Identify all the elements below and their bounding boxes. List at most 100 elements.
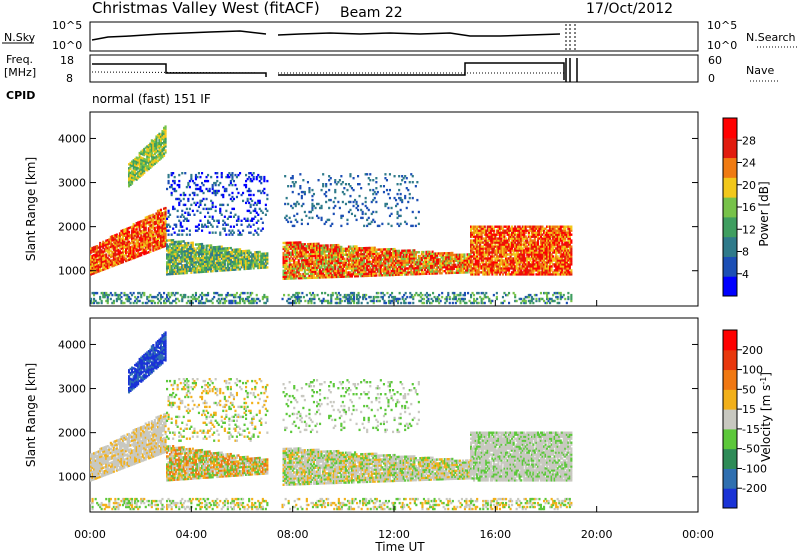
heatmap-cell (216, 255, 219, 259)
heatmap-cell (120, 241, 123, 245)
heatmap-cell (141, 159, 144, 162)
heatmap-cell (172, 227, 175, 230)
heatmap-cell (229, 246, 232, 250)
heatmap-cell (216, 172, 219, 175)
heatmap-cell (210, 260, 213, 263)
heatmap-cell (105, 253, 108, 256)
heatmap-cell (204, 262, 207, 265)
heatmap-cell (134, 244, 137, 247)
heatmap-cell (197, 259, 201, 262)
heatmap-cell (106, 260, 109, 264)
heatmap-cell (188, 251, 191, 255)
heatmap-cell (340, 224, 343, 228)
heatmap-cell (156, 219, 160, 223)
heatmap-cell (159, 153, 163, 156)
heatmap-cell (202, 207, 205, 211)
heatmap-cell (360, 187, 363, 190)
heatmap-cell (131, 251, 134, 254)
heatmap-cell (199, 256, 202, 260)
heatmap-cell (246, 251, 249, 255)
heatmap-cell (143, 234, 146, 238)
heatmap-cell (100, 261, 103, 264)
heatmap-cell (134, 232, 137, 235)
heatmap-cell (182, 260, 185, 263)
heatmap-cell (126, 241, 129, 244)
heatmap-cell (129, 234, 132, 237)
heatmap-cell (109, 263, 112, 266)
heatmap-cell (164, 244, 167, 247)
heatmap-cell (187, 257, 190, 261)
heatmap-cell (102, 256, 105, 259)
heatmap-cell (150, 226, 153, 229)
heatmap-cell (176, 183, 179, 187)
heatmap-cell (216, 245, 219, 249)
heatmap-cell (153, 162, 156, 165)
heatmap-cell (102, 252, 105, 255)
heatmap-cell (185, 248, 188, 251)
heatmap-cell (187, 243, 190, 247)
heatmap-cell (135, 235, 138, 239)
heatmap-cell (93, 248, 96, 251)
heatmap-cell (114, 263, 117, 267)
heatmap-cell (163, 215, 166, 218)
heatmap-cell (105, 249, 108, 252)
heatmap-cell (161, 229, 164, 233)
heatmap-cell (156, 136, 160, 139)
heatmap-cell (161, 231, 164, 235)
heatmap-cell (235, 187, 239, 191)
heatmap-cell (355, 218, 358, 222)
heatmap-cell (213, 258, 216, 261)
heatmap-cell (211, 225, 214, 228)
heatmap-cell (158, 227, 161, 230)
heatmap-cell (91, 270, 94, 273)
heatmap-cell (99, 257, 102, 261)
heatmap-cell (334, 204, 337, 208)
heatmap-cell (245, 251, 248, 255)
heatmap-cell (135, 241, 138, 245)
heatmap-cell (185, 263, 188, 267)
heatmap-cell (149, 226, 152, 229)
heatmap-cell (163, 211, 166, 214)
heatmap-cell (120, 237, 123, 241)
heatmap-cell (156, 227, 160, 231)
heatmap-cell (175, 197, 178, 201)
heatmap-cell (131, 178, 134, 181)
heatmap-cell (202, 264, 205, 268)
heatmap-cell (137, 241, 140, 244)
heatmap-cell (166, 247, 169, 250)
heatmap-cell (161, 220, 164, 223)
heatmap-cell (178, 201, 181, 205)
heatmap-cell (175, 246, 178, 250)
heatmap-cell (181, 240, 184, 243)
heatmap-cell (109, 253, 112, 257)
heatmap-cell (193, 271, 196, 274)
heatmap-cell (141, 219, 144, 222)
heatmap-cell (115, 233, 118, 236)
heatmap-cell (128, 236, 131, 240)
heatmap-cell (248, 251, 251, 254)
heatmap-cell (134, 157, 137, 161)
heatmap-cell (156, 134, 160, 137)
heatmap-cell (243, 249, 246, 253)
heatmap-cell (91, 250, 94, 254)
heatmap-cell (138, 155, 141, 159)
heatmap-cell (213, 267, 216, 271)
heatmap-cell (118, 232, 122, 235)
heatmap-cell (181, 260, 184, 263)
heatmap-cell (108, 246, 111, 249)
heatmap-cell (94, 271, 97, 274)
heatmap-cell (97, 270, 100, 273)
heatmap-cell (118, 234, 122, 237)
heatmap-cell (90, 267, 93, 270)
heatmap-cell (128, 250, 131, 254)
heatmap-cell (199, 262, 202, 266)
heatmap-cell (106, 246, 109, 250)
heatmap-cell (150, 224, 153, 227)
heatmap-cell (155, 137, 158, 140)
heatmap-cell (94, 249, 97, 252)
heatmap-cell (232, 225, 236, 228)
heatmap-cell (158, 138, 161, 142)
heatmap-cell (125, 241, 128, 245)
heatmap-cell (147, 251, 150, 254)
heatmap-cell (255, 261, 258, 264)
